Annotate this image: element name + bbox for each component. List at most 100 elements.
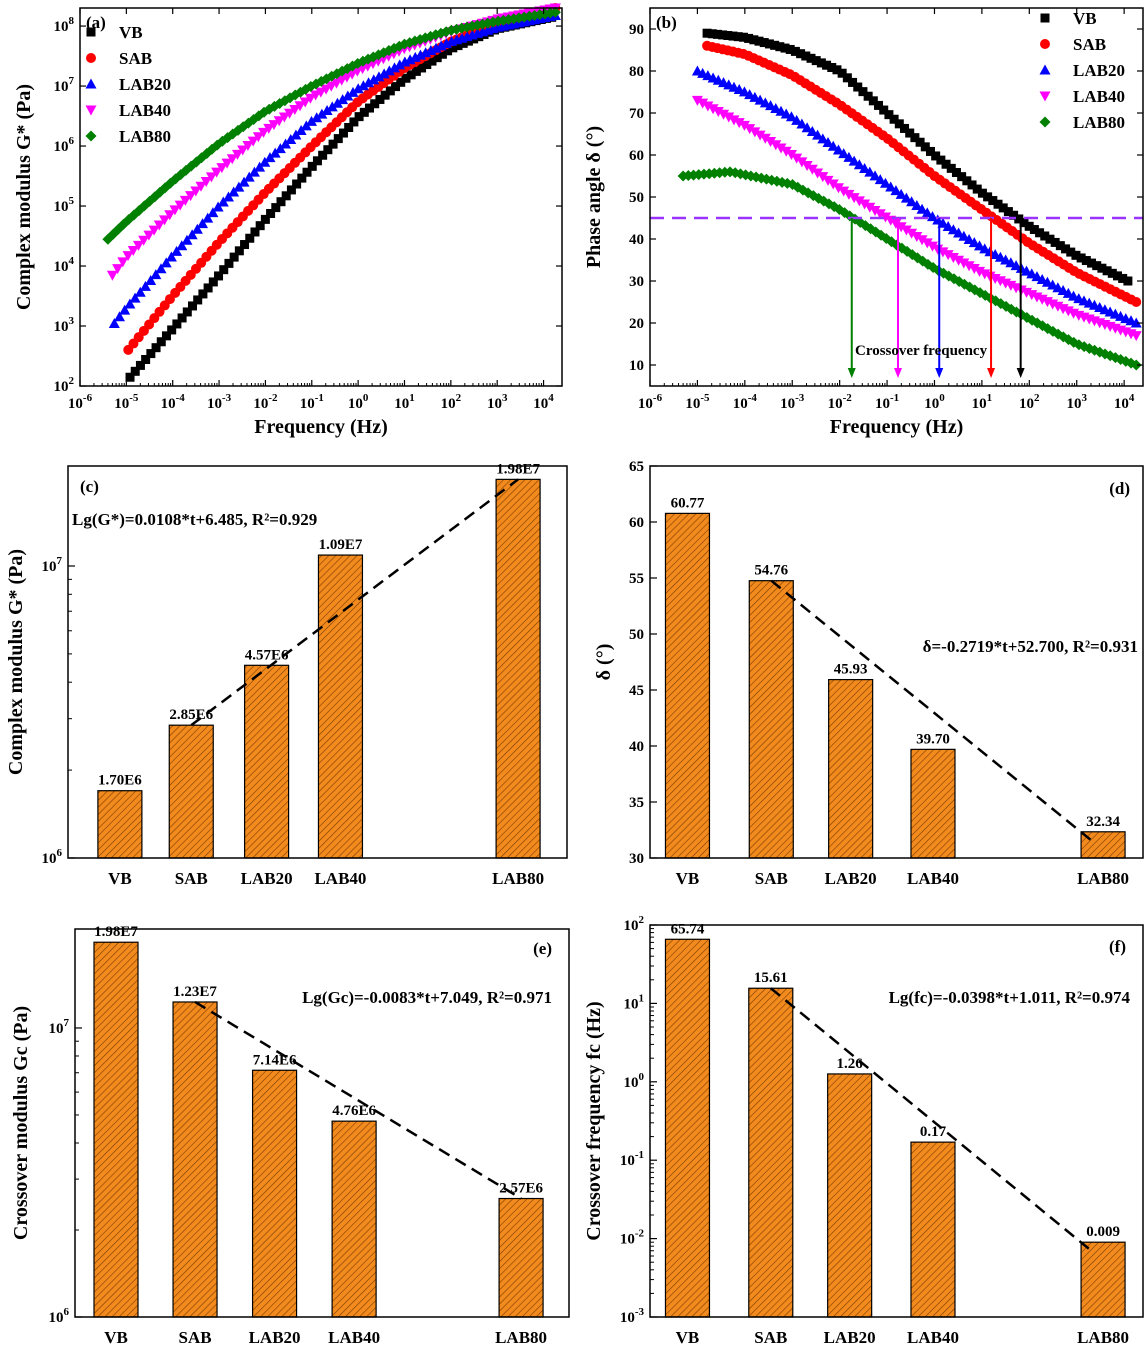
data-point [848,193,860,204]
legend-label-lab40: LAB40 [119,101,171,120]
data-point [864,166,876,177]
data-point [1003,207,1013,217]
data-point [853,82,863,92]
data-point [921,207,933,218]
data-point [273,116,285,127]
data-point [212,201,224,212]
data-point [127,246,139,257]
data-point [859,162,871,173]
x-tick-label-exponent: 4 [1129,392,1135,404]
data-point [759,38,769,48]
fit-equation: δ=-0.2719*t+52.700, R²=0.931 [923,637,1138,656]
arrow-head [847,368,856,378]
x-tick-label-exponent: 0 [363,392,369,404]
data-point [208,277,218,287]
data-point [801,51,811,61]
data-point [122,251,134,262]
x-category-label: LAB40 [328,1328,380,1347]
data-point [785,44,795,54]
data-point [357,80,369,91]
data-point [1009,210,1019,220]
x-category-label: VB [108,869,132,888]
data-point [197,218,209,229]
data-point [885,181,897,192]
data-point [775,143,787,154]
data-point [258,127,270,138]
data-point [723,112,735,123]
y-tick-label-exponent: -1 [635,1149,644,1161]
data-point [754,36,764,46]
data-point [906,249,918,261]
data-point [247,136,259,147]
plot-frame [649,924,1144,1318]
data-point [341,63,353,75]
data-point [328,139,338,149]
data-point [998,203,1008,213]
bar-sab [748,987,794,1318]
data-point [135,360,145,370]
y-tick-label: 105 [54,195,75,215]
data-point [901,245,913,257]
data-point [380,90,390,100]
x-tick-label-exponent: -4 [748,392,758,404]
data-point [214,271,224,281]
x-category-label: LAB40 [314,869,366,888]
x-category-label: LAB40 [907,869,959,888]
data-point [347,86,359,97]
data-point [843,189,855,200]
data-point [172,319,182,329]
data-point [925,146,935,156]
data-point [863,91,873,101]
x-tick-label: 10-5 [114,392,139,412]
data-point [171,245,183,256]
data-point [1081,256,1091,266]
data-point [383,65,395,76]
bar-sab [168,724,214,859]
data-point [806,164,818,175]
x-tick-label-base: 10 [1114,396,1129,412]
x-tick-label-exponent: -5 [700,392,710,404]
data-point [156,337,166,347]
data-point [718,109,730,120]
data-point [953,227,965,238]
x-tick-label-exponent: -5 [129,392,139,404]
x-category-label: SAB [755,869,788,888]
data-point [176,240,188,251]
data-point [368,74,380,85]
y-tick-label: 40 [629,739,644,755]
x-tick-label-base: 10 [972,396,987,412]
data-point [869,206,881,217]
data-point [953,255,965,266]
data-point [932,244,944,255]
data-point [977,188,987,198]
data-point [312,156,322,166]
y-tick-label-base: 40 [629,232,644,248]
data-point [728,115,740,126]
x-tick-label-base: 10 [114,396,129,412]
data-point [947,224,959,235]
x-tick-label-exponent: 1 [409,392,415,404]
data-point [1019,218,1029,228]
data-point [906,228,918,239]
data-point [177,313,187,323]
bar-vb [664,938,711,1318]
y-tick-label-exponent: 4 [69,255,75,267]
data-point [114,311,126,322]
data-point [125,372,135,382]
y-tick-label-base: 65 [629,459,644,475]
x-category-label: LAB80 [495,1328,547,1347]
data-point [250,227,260,237]
data-point [119,304,131,315]
bar-value-label: 1.23E7 [173,984,217,1000]
y-tick-label: 107 [49,1017,70,1037]
bar-lab40 [317,554,364,859]
data-point [161,331,171,341]
data-point [226,154,238,165]
data-point [812,168,824,179]
data-point [240,240,250,250]
plot-frame [649,465,1144,859]
x-tick-label: 10-1 [875,392,899,412]
data-point [906,196,918,207]
x-category-label: LAB20 [249,1328,301,1347]
